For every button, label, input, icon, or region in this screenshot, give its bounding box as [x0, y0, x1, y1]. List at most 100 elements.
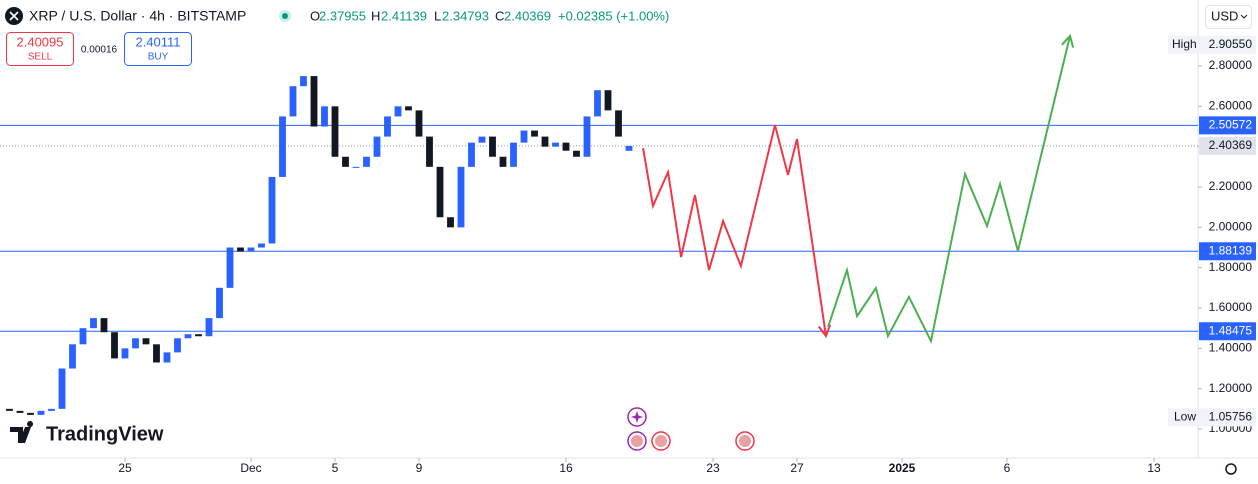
- candle-body: [520, 130, 528, 143]
- currency-button[interactable]: [1205, 5, 1252, 29]
- candle-body: [174, 338, 181, 353]
- low-value: 1.05756: [1209, 410, 1253, 424]
- event-icon-star: [631, 411, 643, 423]
- low-value-box: [1199, 408, 1256, 427]
- ohlc-value: 2.37955: [319, 8, 366, 23]
- candle-body: [552, 142, 559, 147]
- candle-body: [247, 247, 255, 252]
- candle-body: [573, 150, 580, 157]
- level-label: 2.50572: [1209, 118, 1253, 132]
- ohlc-value: 2.34793: [442, 8, 489, 23]
- settings-icon[interactable]: [1225, 463, 1237, 475]
- candle-body: [405, 106, 412, 111]
- x-tick-label: 9: [416, 461, 423, 475]
- projection-arrowhead: [1061, 33, 1075, 48]
- high-box: [1168, 35, 1198, 54]
- candle-body: [562, 142, 570, 151]
- candle-body: [594, 90, 601, 117]
- candle-body: [510, 142, 517, 167]
- candle-body: [237, 247, 244, 252]
- symbol-title[interactable]: XRP / U.S. Dollar · 4h · BITSTAMP: [29, 8, 246, 24]
- last-price-box: [1199, 136, 1256, 155]
- sell-button[interactable]: [6, 32, 74, 66]
- candle-body: [615, 110, 622, 137]
- candle-body: [58, 368, 66, 409]
- candle-body: [268, 176, 276, 244]
- high-value-box: [1199, 35, 1256, 54]
- event-flags: [627, 431, 755, 451]
- candle-body: [394, 106, 402, 117]
- candle-body: [216, 287, 223, 319]
- projection-line: [642, 124, 827, 337]
- level-label-box: [1199, 322, 1256, 341]
- candle-body: [352, 166, 360, 168]
- logo-mark: [10, 421, 34, 443]
- candle-body: [604, 90, 612, 111]
- y-tick-label: 2.60000: [1209, 99, 1253, 113]
- candle-body: [499, 156, 507, 167]
- ohlc-key: L: [434, 8, 441, 23]
- x-tick-label: 2025: [889, 461, 916, 475]
- candle-body: [27, 412, 34, 415]
- y-tick-label: 1.40000: [1209, 341, 1253, 355]
- y-tick-label: 1.60000: [1209, 300, 1253, 314]
- candle-body: [489, 136, 496, 157]
- change: +0.02385 (+1.00%): [558, 8, 669, 23]
- candle-body: [184, 334, 192, 339]
- candle-body: [331, 106, 339, 157]
- candle-body: [48, 408, 55, 411]
- buy-label: BUY: [148, 52, 169, 63]
- buy-price: 2.40111: [135, 34, 180, 49]
- buy-button[interactable]: [124, 32, 192, 66]
- candle-body: [279, 116, 286, 177]
- sell-label: SELL: [28, 52, 53, 63]
- y-tick-label: 1.80000: [1209, 260, 1253, 274]
- level-label: 1.88139: [1209, 243, 1253, 257]
- market-status-dot: [282, 13, 288, 19]
- candle-body: [37, 410, 45, 415]
- candle-body: [457, 166, 465, 228]
- candle-body: [436, 166, 444, 218]
- candle-body: [142, 338, 150, 345]
- candle-body: [363, 156, 370, 167]
- candle-body: [153, 344, 160, 363]
- ohlc-value: 2.41139: [381, 8, 427, 23]
- y-tick-label: 1.20000: [1209, 381, 1253, 395]
- candle-body: [310, 76, 318, 127]
- candle-body: [478, 136, 486, 143]
- x-tick-label: 25: [118, 461, 132, 475]
- candle-body: [111, 332, 118, 359]
- low-label: Low: [1174, 410, 1196, 424]
- spread: 0.00016: [81, 45, 118, 56]
- y-tick-label: 2.00000: [1209, 220, 1253, 234]
- candle-body: [300, 76, 307, 87]
- ohlc-value: 2.40369: [504, 8, 551, 23]
- event-flag: [739, 435, 751, 447]
- candle-body: [69, 344, 76, 369]
- x-tick-label: 6: [1004, 461, 1011, 475]
- low-box: [1168, 408, 1198, 427]
- ohlc-key: O: [310, 8, 320, 23]
- event-flag: [631, 435, 643, 447]
- projection-arrowhead: [817, 324, 832, 339]
- x-tick-label: 23: [706, 461, 720, 475]
- candle-body: [100, 318, 108, 333]
- candle-body: [6, 408, 13, 411]
- candle-body: [531, 130, 538, 137]
- ohlc-key: H: [371, 8, 380, 23]
- high-label: High: [1172, 37, 1197, 51]
- event-flag: [655, 435, 667, 447]
- level-label-box: [1199, 116, 1256, 135]
- candle-body: [79, 328, 87, 345]
- candle-body: [205, 318, 213, 337]
- logo: TradingView: [46, 423, 164, 445]
- level-label: 1.48475: [1209, 323, 1253, 337]
- candle-body: [90, 318, 97, 329]
- candle-body: [195, 334, 202, 337]
- y-tick-label: 2.80000: [1209, 58, 1253, 72]
- candle-body: [16, 410, 24, 413]
- candle-body: [373, 136, 381, 157]
- ohlc-key: C: [495, 8, 504, 23]
